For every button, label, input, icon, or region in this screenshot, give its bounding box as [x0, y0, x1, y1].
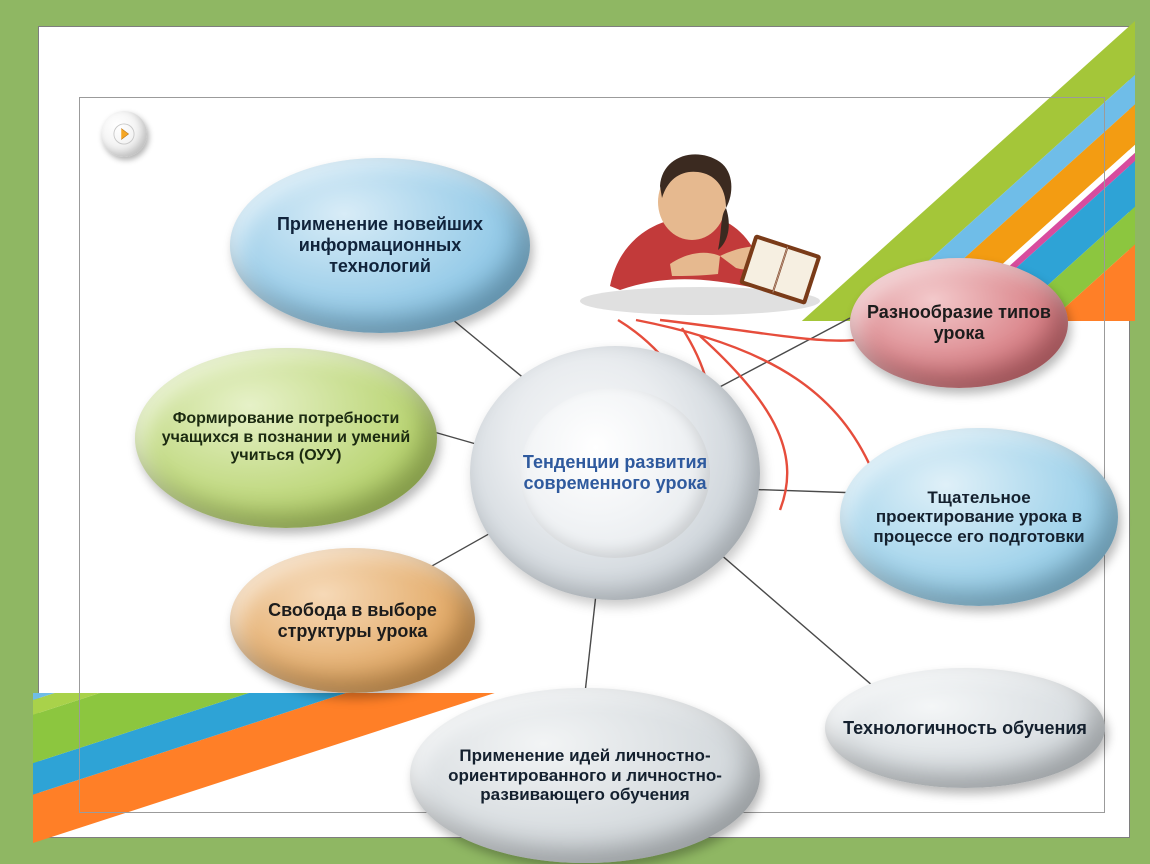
bubble-design-label: Тщательное проектирование урока в процес… [856, 488, 1102, 547]
bubble-personal: Применение идей личностно-ориентированно… [410, 688, 760, 863]
bubble-techno-label: Технологичность обучения [843, 718, 1087, 739]
next-arrow-button[interactable] [101, 111, 147, 157]
bubble-personal-label: Применение идей личностно-ориентированно… [426, 746, 744, 805]
reader-illustration [550, 116, 850, 316]
bubble-tech-label: Применение новейших информационных техно… [246, 214, 514, 276]
bubble-needs: Формирование потребности учащихся в позн… [135, 348, 437, 528]
content-area: Тенденции развития современного урока Пр… [79, 97, 1105, 813]
bubble-variety-label: Разнообразие типов урока [866, 302, 1052, 343]
slide-outer: Тенденции развития современного урока Пр… [0, 0, 1150, 864]
bubble-design: Тщательное проектирование урока в процес… [840, 428, 1118, 606]
slide-frame: Тенденции развития современного урока Пр… [38, 26, 1130, 838]
bubble-tech: Применение новейших информационных техно… [230, 158, 530, 333]
arrow-right-icon [113, 123, 135, 145]
bubble-freedom-label: Свобода в выборе структуры урока [246, 600, 459, 641]
bubble-freedom: Свобода в выборе структуры урока [230, 548, 475, 693]
bubble-techno: Технологичность обучения [825, 668, 1105, 788]
bubble-variety: Разнообразие типов урока [850, 258, 1068, 388]
bubble-needs-label: Формирование потребности учащихся в позн… [151, 410, 421, 465]
